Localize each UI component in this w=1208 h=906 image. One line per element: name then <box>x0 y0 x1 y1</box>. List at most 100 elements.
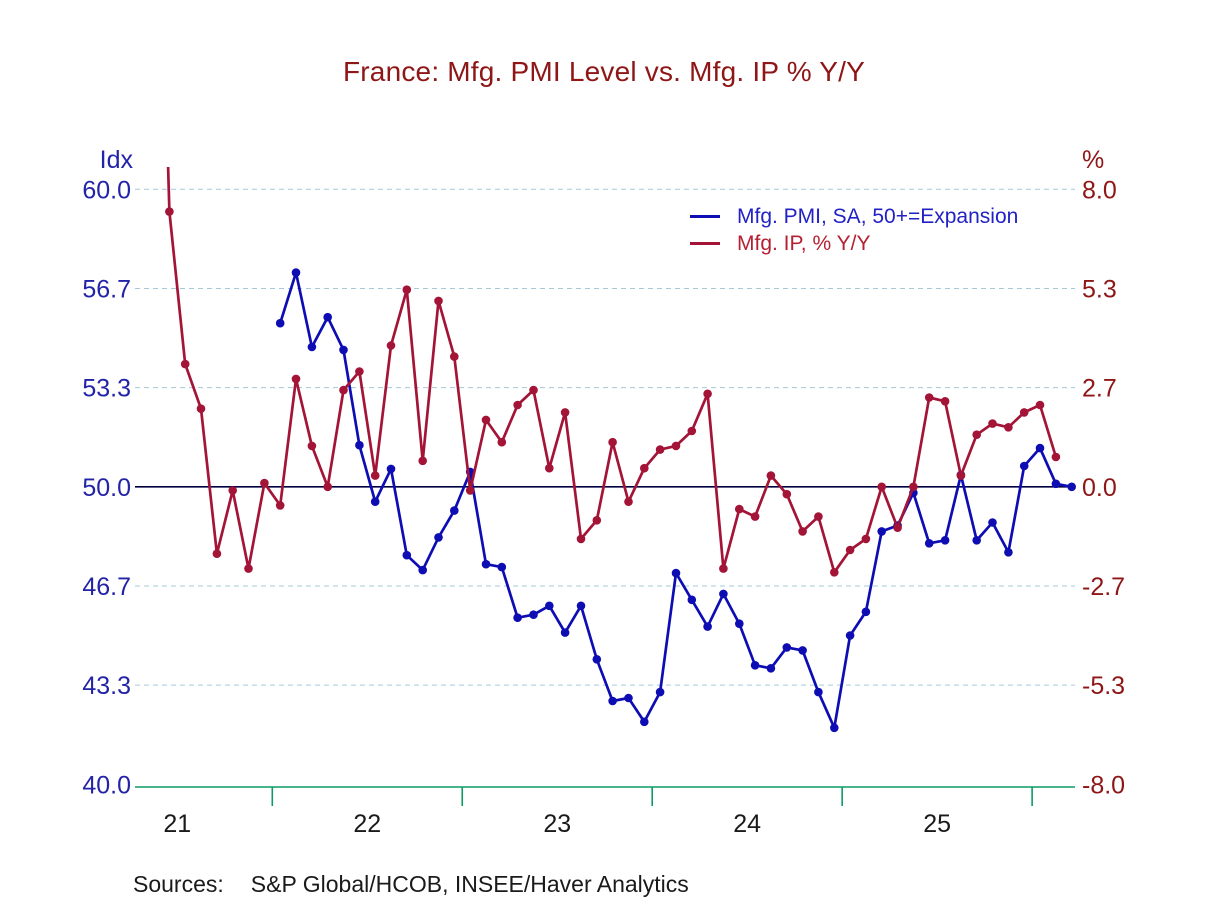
pmi-data-point <box>402 550 412 560</box>
right-axis-unit-label: % <box>1082 146 1105 174</box>
ip-data-point <box>481 415 491 425</box>
pmi-data-point <box>845 631 855 640</box>
ip-data-point <box>576 534 586 544</box>
ip-data-point <box>260 478 269 488</box>
ip-line <box>166 167 1058 574</box>
pmi-data-point <box>687 595 697 605</box>
ip-data-point <box>972 430 981 440</box>
sources-label: Sources: <box>133 871 224 897</box>
left-axis-tick-label: 60.0 <box>82 176 131 204</box>
ip-data-point <box>624 497 633 507</box>
pmi-data-point <box>497 562 507 572</box>
left-axis-tick-label: 40.0 <box>82 771 131 799</box>
ip-data-point <box>924 393 934 402</box>
ip-data-point <box>719 564 728 573</box>
ip-data-point <box>735 504 744 514</box>
right-axis-tick-label: 8.0 <box>1082 176 1117 204</box>
right-axis-tick-label: -2.7 <box>1082 573 1125 601</box>
pmi-data-point <box>1004 548 1013 557</box>
pmi-data-point <box>418 565 428 575</box>
pmi-data-point <box>671 568 681 578</box>
chart-title: France: Mfg. PMI Level vs. Mfg. IP % Y/Y <box>342 56 866 87</box>
x-axis-year-label: 25 <box>923 810 951 838</box>
pmi-data-point <box>830 723 839 733</box>
pmi-data-point <box>703 622 712 631</box>
ip-data-point <box>212 549 222 558</box>
ip-data-point <box>450 352 459 361</box>
left-axis-tick-label: 46.7 <box>82 573 131 601</box>
legend: Mfg. PMI, SA, 50+=Expansion Mfg. IP, % Y… <box>690 203 1018 257</box>
pmi-data-point <box>576 601 586 611</box>
pmi-data-point <box>275 318 285 328</box>
pmi-data-point <box>624 693 633 703</box>
ip-data-point <box>687 426 697 436</box>
pmi-data-point <box>735 619 744 628</box>
pmi-data-point <box>719 589 728 599</box>
ip-data-point <box>640 463 649 473</box>
pmi-series <box>275 268 1076 733</box>
ip-data-point <box>798 527 807 536</box>
sources-text: S&P Global/HCOB, INSEE/Haver Analytics <box>250 871 689 897</box>
pmi-data-point <box>861 607 871 617</box>
pmi-data-point <box>782 643 792 652</box>
legend-item-pmi: Mfg. PMI, SA, 50+=Expansion <box>690 203 1018 230</box>
pmi-data-point <box>924 539 934 548</box>
right-axis-tick-label: 0.0 <box>1082 474 1117 502</box>
ip-data-point <box>323 482 333 492</box>
pmi-data-point <box>386 464 396 474</box>
x-axis-year-label: 22 <box>353 810 381 838</box>
pmi-data-point <box>481 559 491 569</box>
x-axis-year-label: 21 <box>163 810 191 838</box>
pmi-data-point <box>1067 482 1076 492</box>
ip-data-point <box>655 445 665 454</box>
pmi-data-point <box>608 696 617 706</box>
pmi-data-point <box>450 506 459 515</box>
pmi-data-point <box>545 601 554 611</box>
ip-data-point <box>956 471 966 480</box>
pmi-data-point <box>1019 461 1029 471</box>
ip-data-point <box>180 359 190 369</box>
ip-data-point <box>529 385 538 395</box>
x-axis-year-label: 24 <box>733 810 761 838</box>
ip-data-point <box>339 385 348 395</box>
ip-data-point <box>1051 452 1061 462</box>
pmi-data-point <box>513 613 522 622</box>
right-axis-tick-label: 2.7 <box>1082 375 1117 403</box>
pmi-data-point <box>291 268 301 277</box>
left-axis-tick-label: 53.3 <box>82 375 131 403</box>
pmi-data-point <box>529 610 538 619</box>
pmi-data-point <box>640 717 649 727</box>
ip-data-point <box>1035 400 1045 410</box>
pmi-data-point <box>766 664 776 673</box>
pmi-data-point <box>434 533 443 542</box>
left-axis-tick-label: 43.3 <box>82 672 131 700</box>
left-axis-tick-label: 50.0 <box>82 474 131 502</box>
pmi-data-point <box>750 661 760 670</box>
ip-data-point <box>291 374 301 384</box>
ip-data-point <box>750 512 760 521</box>
ip-data-point <box>861 534 871 544</box>
ip-data-point <box>244 564 253 573</box>
ip-legend-label: Mfg. IP, % Y/Y <box>737 231 871 255</box>
pmi-data-point <box>1035 443 1045 453</box>
x-axis-year-label: 23 <box>543 810 571 838</box>
ip-data-point <box>355 367 364 376</box>
pmi-data-point <box>1051 479 1061 489</box>
ip-data-point <box>830 568 839 577</box>
ip-data-point <box>988 419 997 428</box>
legend-item-ip: Mfg. IP, % Y/Y <box>690 230 1018 257</box>
ip-data-point <box>228 486 237 495</box>
pmi-data-point <box>355 440 364 450</box>
pmi-data-point <box>988 518 997 527</box>
left-axis-tick-label: 56.7 <box>82 275 131 303</box>
ip-data-point <box>1004 423 1013 432</box>
pmi-data-point <box>560 628 570 637</box>
ip-data-point <box>877 482 886 492</box>
pmi-data-point <box>940 536 950 545</box>
pmi-data-point <box>655 687 665 697</box>
ip-data-point <box>608 437 617 447</box>
pmi-data-point <box>814 687 823 697</box>
pmi-data-point <box>798 646 807 655</box>
